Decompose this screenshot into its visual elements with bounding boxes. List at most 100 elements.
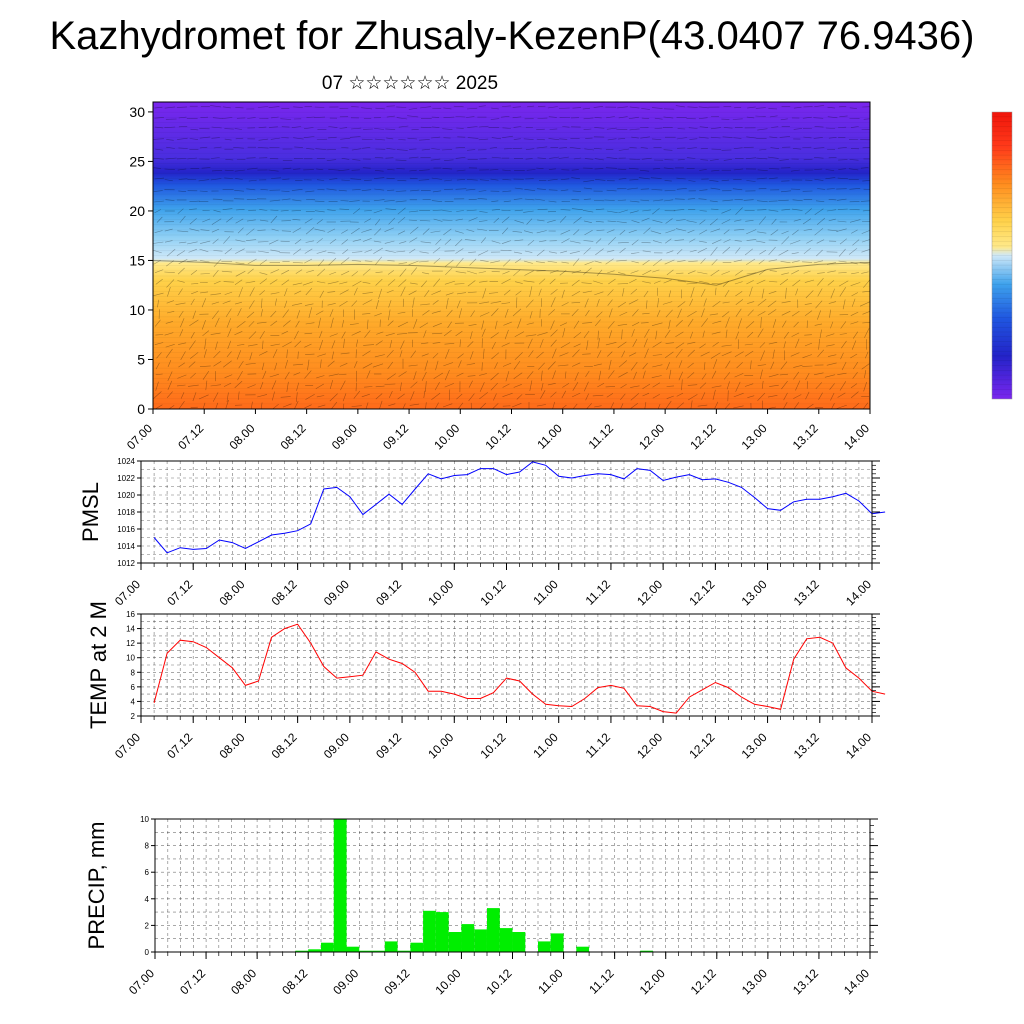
wind-barb — [734, 229, 745, 231]
wind-barb — [552, 401, 555, 409]
wind-barb — [597, 382, 605, 388]
x-tick-label: 09.00 — [330, 966, 361, 997]
wind-barb — [502, 135, 513, 138]
wind-barb — [247, 117, 256, 119]
wind-barb — [455, 271, 467, 274]
wind-barb — [470, 310, 475, 317]
wind-barb — [560, 250, 568, 254]
wind-barb — [389, 340, 393, 348]
wind-barb — [268, 126, 278, 128]
wind-barb — [366, 370, 371, 379]
wind-barb — [247, 167, 258, 170]
wind-barb — [226, 392, 229, 403]
x-tick-label: 07.12 — [164, 730, 195, 761]
wind-barb — [211, 228, 220, 233]
wind-barb — [675, 331, 684, 337]
wind-barb — [421, 280, 428, 288]
y-tick-label: 6 — [145, 868, 150, 877]
wind-barb — [561, 238, 570, 244]
wind-barb — [269, 199, 281, 202]
wind-barb — [824, 374, 836, 378]
wind-barb — [758, 216, 767, 225]
wind-barb — [441, 149, 453, 151]
wind-barb — [842, 299, 846, 310]
wind-barb — [489, 169, 499, 171]
wind-barb — [619, 229, 626, 235]
wind-barb — [388, 309, 391, 321]
wind-barb — [642, 270, 652, 276]
wind-barb — [621, 329, 623, 340]
wind-barb — [747, 395, 755, 398]
wind-barb — [281, 269, 290, 275]
wind-barb — [571, 362, 581, 367]
wind-barb — [481, 328, 486, 337]
wind-barb — [617, 283, 629, 285]
wind-barb — [583, 198, 591, 200]
wind-barb — [280, 210, 289, 212]
wind-barb — [331, 340, 336, 349]
wind-barb — [354, 360, 358, 369]
wind-barb — [851, 229, 858, 234]
wind-barb — [455, 248, 464, 254]
x-tick-label: 08.12 — [269, 577, 300, 608]
wind-barb — [733, 147, 743, 149]
wind-barb — [246, 239, 257, 241]
wind-barb — [409, 403, 420, 406]
wind-barb — [501, 105, 511, 107]
wind-barb — [431, 200, 443, 202]
wind-barb — [651, 189, 663, 191]
wind-barb — [464, 239, 476, 241]
wind-barb — [488, 292, 499, 294]
y-tick-label: 14 — [126, 625, 135, 634]
wind-barb — [166, 391, 173, 398]
wind-barb — [237, 308, 242, 317]
wind-barb — [721, 219, 731, 224]
wind-barb — [338, 189, 347, 192]
wind-barb — [617, 341, 627, 349]
wind-barb — [652, 168, 661, 170]
wind-barb — [608, 308, 613, 318]
wind-barb — [468, 380, 473, 388]
wind-barb — [352, 189, 361, 191]
wind-barb — [362, 281, 371, 284]
wind-barb — [804, 208, 812, 215]
wind-barb — [189, 228, 200, 232]
wind-barb — [178, 342, 187, 345]
wind-barb — [733, 405, 744, 409]
wind-barb — [351, 148, 362, 151]
wind-barb — [827, 116, 838, 119]
wind-barb — [177, 230, 189, 233]
wind-barb — [467, 280, 476, 287]
wind-barb — [468, 198, 477, 200]
wind-barb — [236, 350, 242, 360]
wind-barb — [582, 107, 591, 110]
wind-barb — [494, 362, 498, 369]
wind-barb — [673, 209, 685, 211]
wind-barb — [458, 402, 464, 409]
wind-barb — [432, 190, 442, 193]
wind-barb — [630, 288, 638, 295]
wind-barb — [424, 290, 430, 297]
wind-barb — [235, 262, 245, 265]
wind-barb — [456, 257, 464, 267]
wind-barb — [586, 340, 589, 350]
wind-barb — [569, 251, 580, 254]
wind-barb — [791, 260, 800, 263]
wind-barb — [165, 157, 177, 160]
wind-barb — [850, 353, 858, 359]
wind-barb — [687, 147, 697, 149]
wind-barb — [825, 177, 836, 180]
wind-barb — [733, 392, 744, 398]
wind-barb — [270, 320, 278, 326]
wind-barb — [362, 292, 373, 294]
wind-barb — [699, 240, 707, 243]
wind-barb — [284, 288, 288, 297]
wind-barb — [607, 220, 616, 222]
x-tick-label: 13.00 — [739, 730, 770, 761]
x-tick-label: 12.12 — [687, 421, 718, 452]
wind-barb — [853, 361, 859, 370]
x-tick-label: 07.00 — [124, 421, 155, 452]
wind-barb — [210, 293, 222, 296]
wind-barb — [527, 105, 535, 108]
